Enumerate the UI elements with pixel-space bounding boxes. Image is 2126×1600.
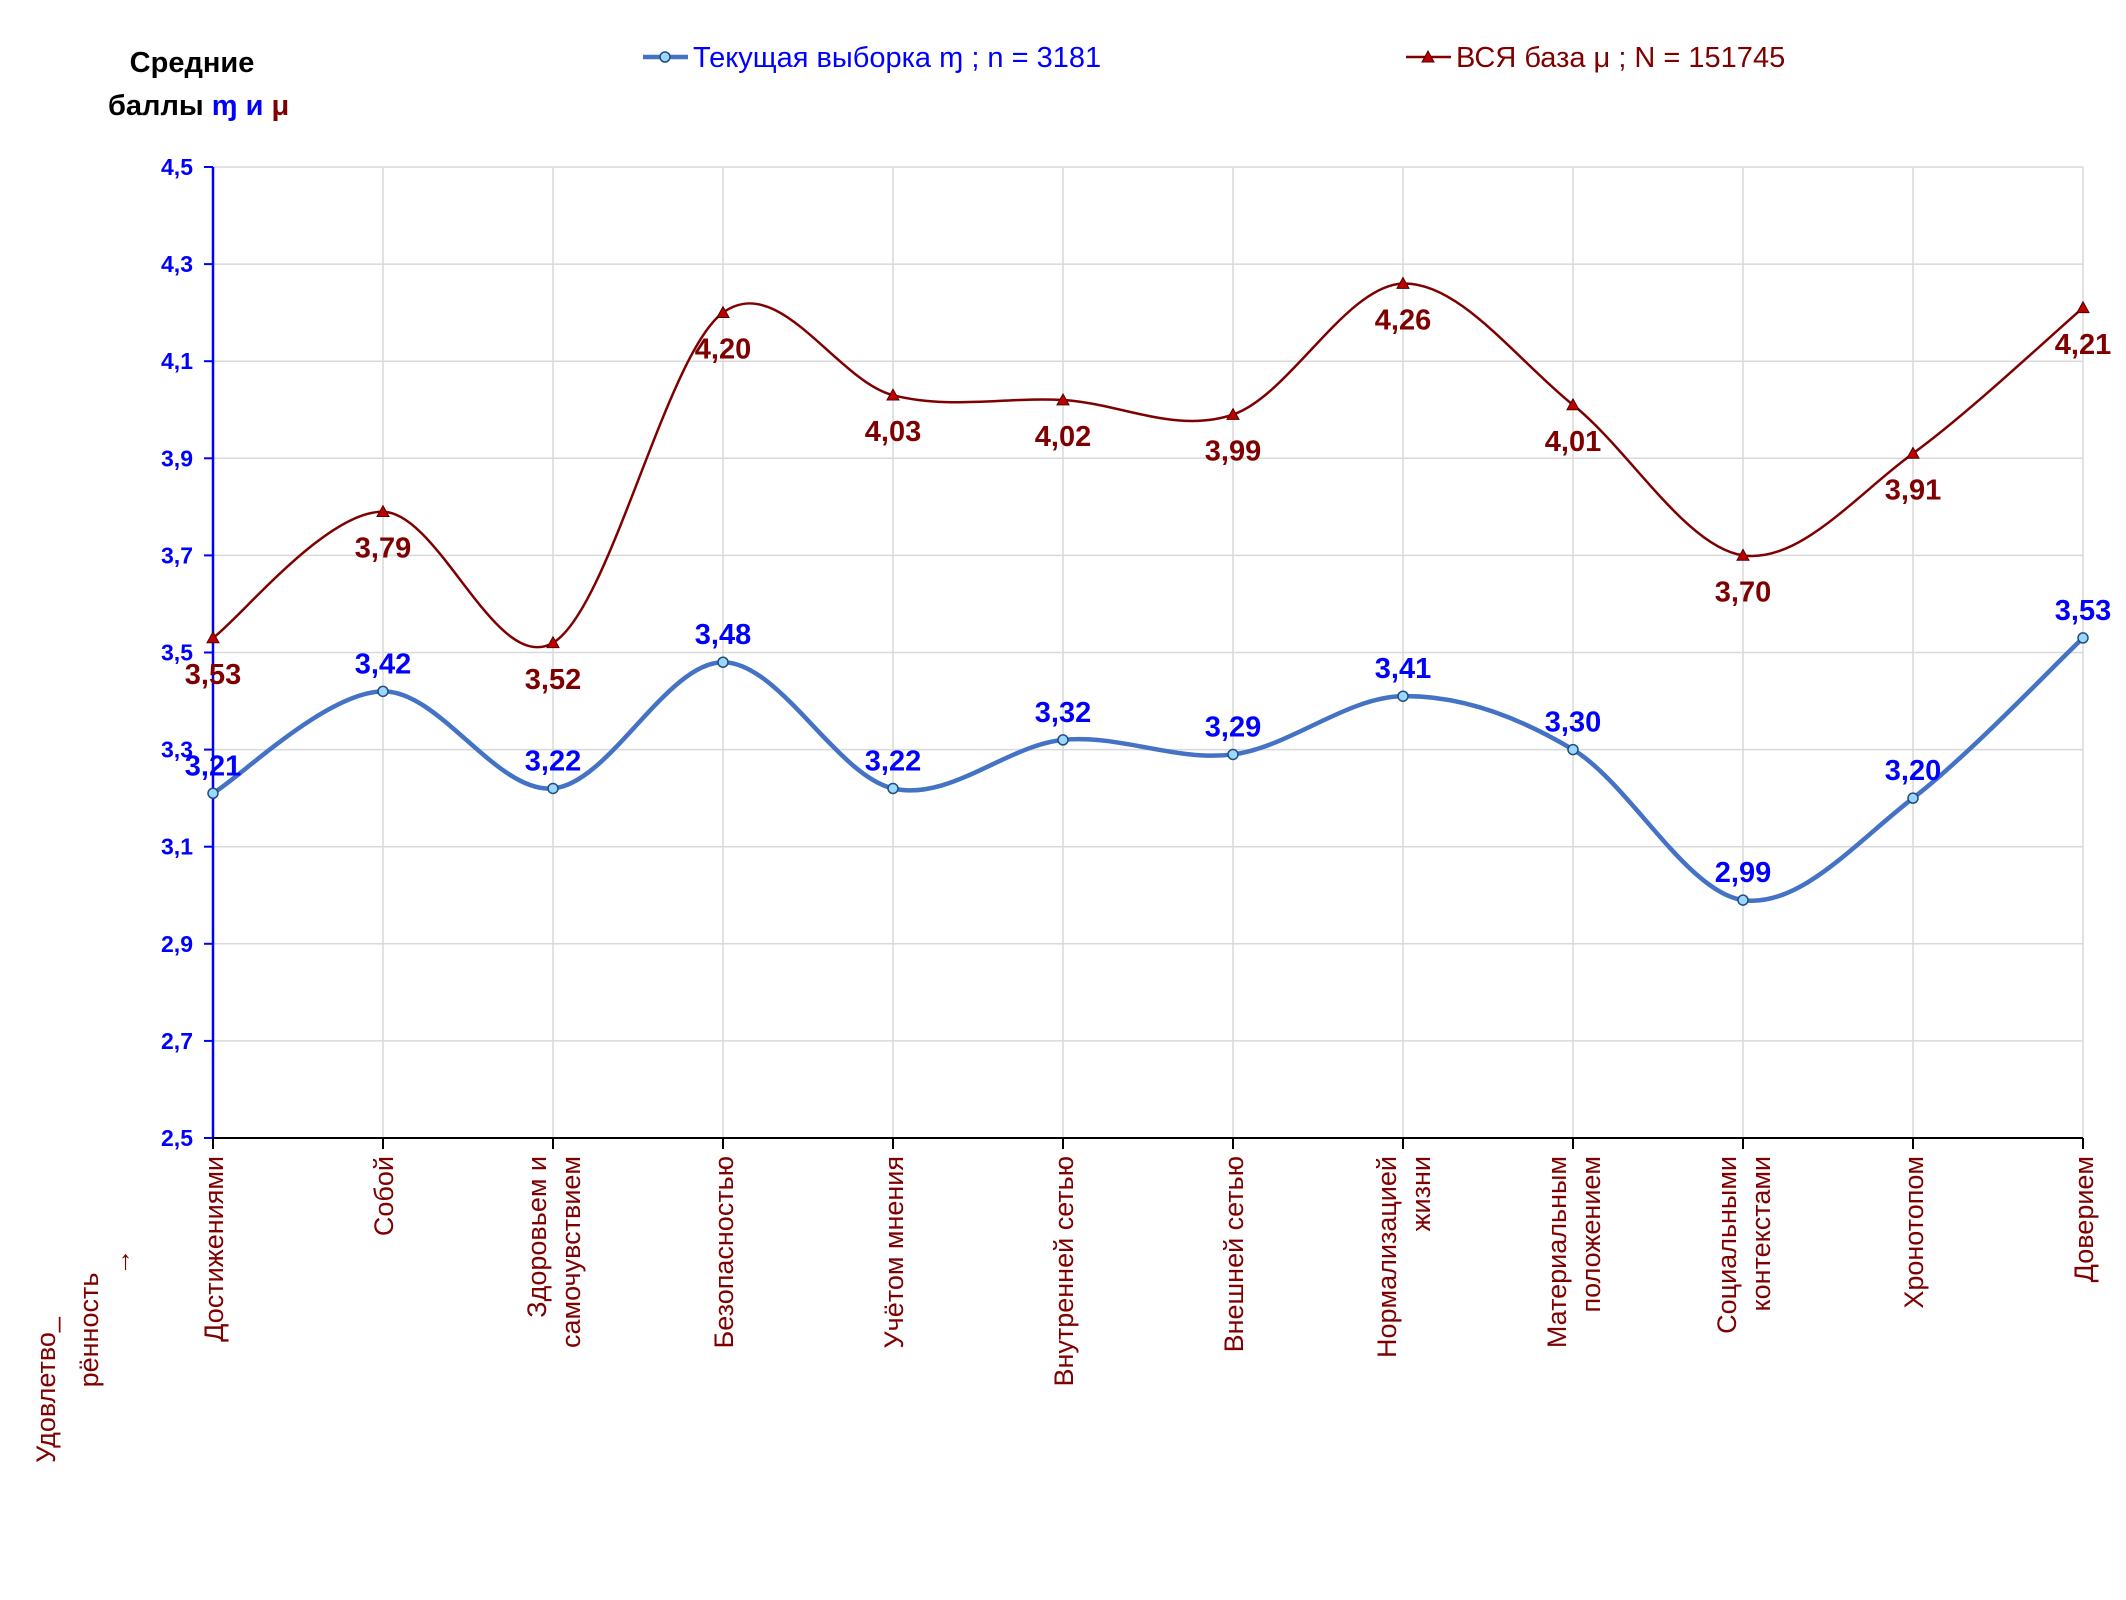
data-label-sample: 3,42 xyxy=(355,648,411,680)
data-point-sample xyxy=(1907,792,1919,804)
x-axis-title: рённость xyxy=(74,1273,104,1388)
series-line-1 xyxy=(212,282,2084,649)
x-category-label: Учётом мнения xyxy=(879,1156,909,1348)
x-category-label: Хронотопом xyxy=(1899,1156,1929,1309)
legend-label: Текущая выборка ɱ ; n = 3181 xyxy=(693,42,1101,74)
data-point-sample xyxy=(1057,734,1069,746)
data-label-sample: 3,53 xyxy=(2055,595,2111,627)
data-label-base: 4,03 xyxy=(865,416,921,448)
x-category-label: Внешней сетью xyxy=(1219,1156,1249,1352)
data-point-base xyxy=(546,635,560,649)
data-label-sample: 3,41 xyxy=(1375,653,1431,685)
data-point-base xyxy=(716,305,730,318)
data-label-sample: 3,29 xyxy=(1205,711,1261,743)
y-tick-label: 4,3 xyxy=(161,251,193,277)
data-label-sample: 3,48 xyxy=(695,619,751,651)
data-label-base: 3,52 xyxy=(525,664,581,696)
data-point-base xyxy=(206,630,220,644)
x-category-label: Достижениями xyxy=(199,1156,229,1342)
data-label-sample: 3,32 xyxy=(1035,697,1091,729)
y-tick-label: 3,7 xyxy=(161,542,193,568)
data-point-base xyxy=(1906,446,1920,459)
data-point-base xyxy=(886,388,900,401)
data-label-base: 4,20 xyxy=(695,334,751,366)
data-point-base xyxy=(1056,393,1070,406)
y-tick-label: 4,1 xyxy=(161,348,193,374)
x-category-label: Внутренней сетью xyxy=(1049,1156,1079,1387)
data-point-base xyxy=(1226,407,1240,420)
legend-marker-triangle xyxy=(1421,49,1435,63)
x-axis-title: → xyxy=(106,1249,136,1276)
y-tick-label: 2,9 xyxy=(161,931,193,957)
y-axis-title-line1: Средние xyxy=(130,47,255,79)
data-point-sample xyxy=(207,787,219,800)
x-category-label: Здоровьем и xyxy=(522,1156,552,1318)
data-point-base xyxy=(376,504,390,518)
y-tick-label: 2,7 xyxy=(161,1028,193,1054)
data-label-sample: 3,22 xyxy=(865,745,921,777)
x-axis-title: Удовлетво_ xyxy=(31,1316,61,1463)
data-point-sample xyxy=(1397,690,1409,702)
data-label-sample: 3,21 xyxy=(185,750,241,782)
x-category-label: самочувствием xyxy=(556,1156,586,1348)
data-label-sample: 2,99 xyxy=(1715,857,1771,889)
y-tick-label: 3,3 xyxy=(161,737,193,763)
data-label-base: 3,91 xyxy=(1885,474,1941,506)
data-point-sample xyxy=(887,782,899,795)
y-axis-title-part: ɱ xyxy=(212,90,238,122)
data-point-sample xyxy=(1737,894,1749,906)
data-label-base: 3,70 xyxy=(1715,576,1771,608)
y-tick-label: 3,9 xyxy=(161,445,193,471)
data-point-sample xyxy=(1567,743,1579,756)
data-point-base xyxy=(1396,276,1410,289)
legend-label: ВСЯ база μ ; N = 151745 xyxy=(1456,42,1785,74)
y-axis-title-part: μ xyxy=(271,90,289,122)
x-category-label: жизни xyxy=(1406,1156,1436,1232)
x-category-label: Нормализацией xyxy=(1372,1156,1402,1358)
data-label-sample: 3,20 xyxy=(1885,755,1941,787)
y-tick-label: 2,5 xyxy=(161,1125,193,1151)
data-point-base xyxy=(1736,548,1750,561)
x-category-label: контекстами xyxy=(1746,1156,1776,1311)
data-point-base xyxy=(2076,300,2090,314)
data-label-sample: 3,30 xyxy=(1545,707,1601,739)
data-point-sample xyxy=(547,782,559,795)
legend-marker-circle xyxy=(659,51,671,63)
data-point-base xyxy=(1566,397,1580,411)
x-category-label: Доверием xyxy=(2069,1156,2099,1282)
data-point-sample xyxy=(2077,632,2089,644)
x-category-label: Безопасностью xyxy=(709,1156,739,1348)
x-category-label: Материальным xyxy=(1542,1156,1572,1348)
y-tick-label: 3,5 xyxy=(161,640,193,666)
y-tick-label: 4,5 xyxy=(161,154,193,180)
y-axis-title-part: баллы xyxy=(108,90,212,122)
data-label-base: 4,02 xyxy=(1035,421,1091,453)
x-category-label: Социальными xyxy=(1712,1156,1742,1334)
y-tick-label: 3,1 xyxy=(161,834,193,860)
y-axis-title-part: и xyxy=(238,90,272,122)
data-label-base: 4,01 xyxy=(1545,426,1601,458)
data-point-sample xyxy=(377,685,389,698)
y-axis-title-line2: баллы ɱ и μ xyxy=(108,90,289,122)
x-category-label: Собой xyxy=(369,1156,399,1236)
data-label-base: 4,26 xyxy=(1375,305,1431,337)
data-label-base: 3,79 xyxy=(355,533,411,565)
data-label-base: 3,99 xyxy=(1205,436,1261,468)
series-line-0 xyxy=(211,636,2085,904)
x-category-label: положением xyxy=(1576,1156,1606,1312)
data-point-sample xyxy=(1227,748,1239,761)
data-label-base: 4,21 xyxy=(2055,329,2111,361)
data-label-base: 3,53 xyxy=(185,659,241,691)
data-point-sample xyxy=(717,656,729,668)
data-label-sample: 3,22 xyxy=(525,745,581,777)
